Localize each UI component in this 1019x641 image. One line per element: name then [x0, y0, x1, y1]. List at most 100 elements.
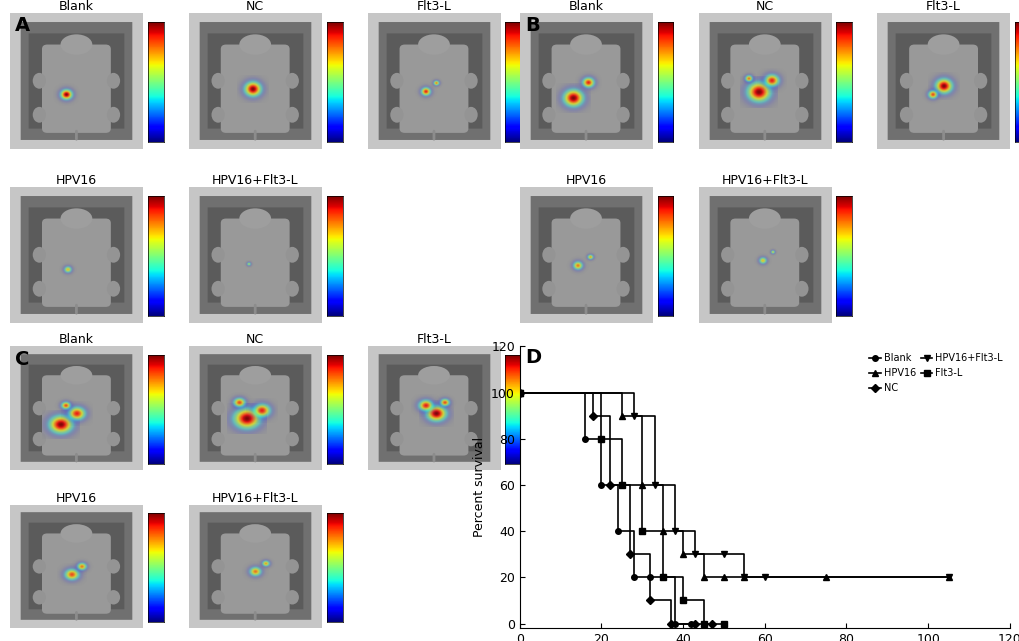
FancyBboxPatch shape [551, 219, 620, 307]
Ellipse shape [107, 247, 120, 263]
Ellipse shape [464, 432, 477, 446]
Ellipse shape [542, 107, 555, 122]
Ellipse shape [795, 73, 808, 88]
Ellipse shape [33, 590, 46, 604]
FancyBboxPatch shape [42, 533, 111, 614]
Ellipse shape [107, 107, 120, 122]
Ellipse shape [615, 107, 629, 122]
Ellipse shape [60, 35, 92, 54]
Title: HPV16: HPV16 [56, 492, 97, 504]
Ellipse shape [285, 73, 299, 88]
Title: Flt3-L: Flt3-L [925, 0, 960, 13]
Ellipse shape [418, 35, 449, 54]
Ellipse shape [60, 524, 92, 543]
Ellipse shape [390, 73, 404, 88]
Ellipse shape [33, 247, 46, 263]
Title: NC: NC [755, 0, 773, 13]
Ellipse shape [390, 107, 404, 122]
Ellipse shape [33, 432, 46, 446]
Ellipse shape [795, 247, 808, 263]
Title: Flt3-L: Flt3-L [416, 0, 451, 13]
Ellipse shape [542, 73, 555, 88]
Ellipse shape [615, 247, 629, 263]
Ellipse shape [33, 73, 46, 88]
Ellipse shape [107, 559, 120, 574]
Text: B: B [525, 16, 539, 35]
Title: HPV16+Flt3-L: HPV16+Flt3-L [212, 174, 299, 187]
Ellipse shape [60, 366, 92, 385]
FancyBboxPatch shape [220, 533, 289, 614]
Ellipse shape [211, 247, 224, 263]
Ellipse shape [899, 73, 912, 88]
Ellipse shape [464, 401, 477, 415]
Ellipse shape [33, 107, 46, 122]
FancyBboxPatch shape [730, 44, 799, 133]
Ellipse shape [60, 208, 92, 229]
Ellipse shape [615, 281, 629, 297]
Ellipse shape [927, 35, 959, 54]
FancyBboxPatch shape [399, 44, 468, 133]
Ellipse shape [973, 107, 986, 122]
Ellipse shape [285, 401, 299, 415]
FancyBboxPatch shape [42, 219, 111, 307]
FancyBboxPatch shape [220, 375, 289, 456]
Ellipse shape [285, 281, 299, 297]
FancyBboxPatch shape [220, 219, 289, 307]
Ellipse shape [33, 401, 46, 415]
Ellipse shape [239, 35, 271, 54]
Legend: Blank, HPV16, NC, HPV16+Flt3-L, Flt3-L: Blank, HPV16, NC, HPV16+Flt3-L, Flt3-L [866, 351, 1004, 395]
Ellipse shape [107, 401, 120, 415]
Title: HPV16+Flt3-L: HPV16+Flt3-L [212, 492, 299, 504]
Ellipse shape [285, 107, 299, 122]
Ellipse shape [542, 281, 555, 297]
Title: Blank: Blank [59, 0, 94, 13]
Ellipse shape [211, 73, 224, 88]
FancyBboxPatch shape [908, 44, 977, 133]
Ellipse shape [390, 401, 404, 415]
Ellipse shape [285, 432, 299, 446]
Ellipse shape [973, 73, 986, 88]
Title: HPV16+Flt3-L: HPV16+Flt3-L [720, 174, 807, 187]
Title: Blank: Blank [59, 333, 94, 346]
Text: A: A [15, 16, 31, 35]
Title: HPV16: HPV16 [565, 174, 606, 187]
Ellipse shape [107, 73, 120, 88]
Ellipse shape [748, 208, 780, 229]
Ellipse shape [795, 281, 808, 297]
Ellipse shape [285, 590, 299, 604]
Ellipse shape [570, 35, 601, 54]
FancyBboxPatch shape [399, 375, 468, 456]
Text: D: D [525, 348, 540, 367]
Ellipse shape [107, 432, 120, 446]
FancyBboxPatch shape [42, 44, 111, 133]
FancyBboxPatch shape [220, 44, 289, 133]
Ellipse shape [390, 432, 404, 446]
Ellipse shape [211, 432, 224, 446]
Ellipse shape [748, 35, 780, 54]
Y-axis label: Percent survival: Percent survival [472, 437, 485, 537]
Ellipse shape [720, 107, 734, 122]
FancyBboxPatch shape [730, 219, 799, 307]
Ellipse shape [418, 366, 449, 385]
Title: Flt3-L: Flt3-L [416, 333, 451, 346]
Ellipse shape [107, 590, 120, 604]
Ellipse shape [464, 73, 477, 88]
Ellipse shape [239, 366, 271, 385]
Text: C: C [15, 349, 30, 369]
Ellipse shape [285, 247, 299, 263]
Ellipse shape [615, 73, 629, 88]
Ellipse shape [795, 107, 808, 122]
FancyBboxPatch shape [42, 375, 111, 456]
Ellipse shape [33, 281, 46, 297]
Ellipse shape [899, 107, 912, 122]
Title: Blank: Blank [568, 0, 603, 13]
Ellipse shape [107, 281, 120, 297]
Ellipse shape [239, 208, 271, 229]
Ellipse shape [211, 559, 224, 574]
Ellipse shape [211, 107, 224, 122]
Ellipse shape [570, 208, 601, 229]
Ellipse shape [211, 590, 224, 604]
Ellipse shape [720, 281, 734, 297]
Ellipse shape [542, 247, 555, 263]
Ellipse shape [239, 524, 271, 543]
